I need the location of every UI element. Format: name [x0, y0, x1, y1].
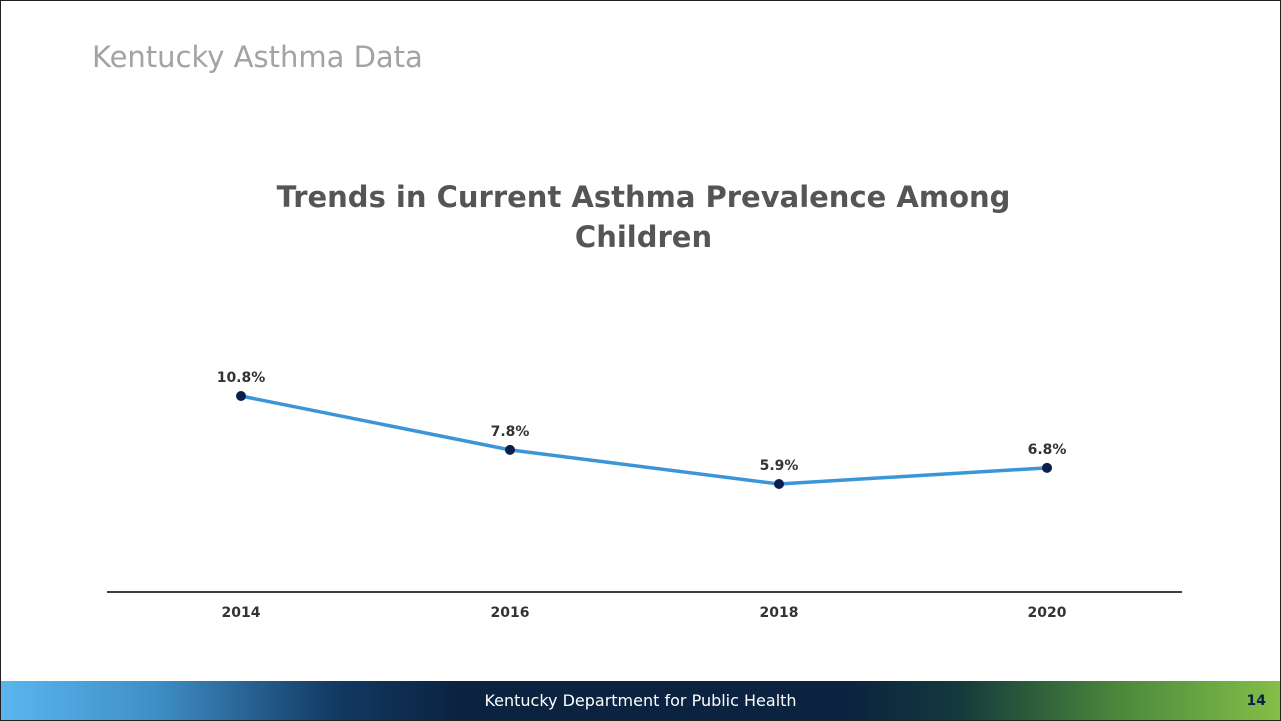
data-point-2014 — [236, 391, 246, 401]
data-label-2020: 6.8% — [1028, 442, 1067, 458]
data-label-2016: 7.8% — [491, 424, 530, 440]
page-number: 14 — [1246, 693, 1266, 709]
data-point-2020 — [1042, 462, 1052, 473]
section-title: Kentucky Asthma Data — [92, 40, 423, 74]
data-point-2016 — [505, 444, 515, 455]
x-tick-label-2016: 2016 — [491, 605, 530, 621]
x-tick-label-2020: 2020 — [1028, 605, 1067, 621]
chart-title: Trends in Current Asthma Prevalence Amon… — [276, 180, 1011, 254]
data-point-2018 — [774, 479, 784, 489]
series-line — [240, 394, 1048, 486]
footer-bar: Kentucky Department for Public Health 14 — [1, 681, 1280, 720]
x-tick-label-2014: 2014 — [222, 605, 261, 621]
data-label-2018: 5.9% — [760, 458, 799, 474]
line-chart: 10.8% 2014 7.8% 2016 5.9% 2018 6.8% 2020 — [107, 370, 1182, 621]
x-tick-label-2018: 2018 — [760, 605, 799, 621]
data-label-2014: 10.8% — [217, 370, 266, 386]
footer-text: Kentucky Department for Public Health — [484, 691, 797, 710]
